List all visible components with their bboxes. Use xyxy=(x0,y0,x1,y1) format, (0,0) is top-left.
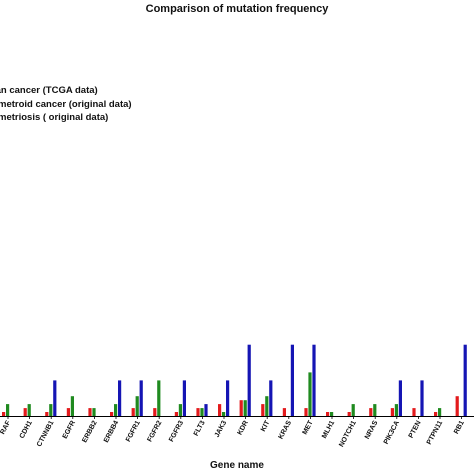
bar-fgfr3-series-2 xyxy=(178,404,182,416)
bar-erbb4-series-2 xyxy=(114,404,118,416)
bar-kit-series-1 xyxy=(261,404,265,416)
bar-kit-series-3 xyxy=(269,380,273,416)
bar-ctnnb1-series-2 xyxy=(49,404,53,416)
x-tick-label-ctnnb1: CTNNB1 xyxy=(36,420,56,448)
x-tick-label-rb1: RB1 xyxy=(453,420,466,436)
x-tick-label-fgfr3: FGFR3 xyxy=(168,420,185,444)
bar-jak3-series-2 xyxy=(222,412,226,416)
bar-erbb2-series-1 xyxy=(88,408,92,416)
bar-mlh1-series-2 xyxy=(330,412,334,416)
bar-mlh1-series-1 xyxy=(326,412,330,416)
x-axis-label: Gene name xyxy=(210,460,264,471)
x-tick-label-egfr: EGFR xyxy=(62,420,77,440)
x-tick-label-pten: PTEN xyxy=(408,420,423,440)
x-tick-label-braf: RAF xyxy=(0,419,13,436)
bar-braf-series-2 xyxy=(6,404,10,416)
x-tick-label-pik3ca: PIK3CA xyxy=(383,420,401,446)
bar-fgfr1-series-2 xyxy=(135,396,139,416)
chart-title: Comparison of mutation frequency xyxy=(145,3,329,15)
bar-pik3ca-series-1 xyxy=(390,408,394,416)
bar-notch1-series-2 xyxy=(351,404,355,416)
bar-nras-series-1 xyxy=(369,408,373,416)
x-tick-label-kit: KIT xyxy=(260,419,272,433)
bar-cdh1-series-1 xyxy=(23,408,27,416)
bar-jak3-series-1 xyxy=(218,404,222,416)
x-tick-label-nras: NRAS xyxy=(364,419,380,440)
bar-fgfr3-series-3 xyxy=(182,380,186,416)
bar-erbb4-series-3 xyxy=(118,380,122,416)
bar-kdr-series-3 xyxy=(247,344,251,416)
bar-kdr-series-1 xyxy=(239,400,243,416)
bar-notch1-series-1 xyxy=(347,412,351,416)
bar-pik3ca-series-3 xyxy=(398,380,402,416)
bar-braf-series-1 xyxy=(2,412,6,416)
x-tick-label-erbb4: ERBB4 xyxy=(103,420,120,444)
x-tick-label-kdr: KDR xyxy=(237,420,250,437)
bar-pten-series-3 xyxy=(420,380,424,416)
bar-kit-series-2 xyxy=(265,396,269,416)
bar-egfr-series-2 xyxy=(70,396,74,416)
legend: ian cancer (TCGA data) metroid cancer (o… xyxy=(0,84,132,125)
x-tick-label-cdh1: CDH1 xyxy=(19,420,34,440)
bar-kras-series-1 xyxy=(282,408,286,416)
bar-fgfr1-series-1 xyxy=(131,408,135,416)
x-tick-label-met: MET xyxy=(302,419,315,436)
legend-entry-endometriosis: metriosis ( original data) xyxy=(0,112,109,123)
bar-kdr-series-2 xyxy=(243,400,247,416)
x-tick-label-ptpn11: PTPN11 xyxy=(426,420,444,446)
x-tick-label-notch1: NOTCH1 xyxy=(338,420,358,449)
bar-jak3-series-3 xyxy=(226,380,230,416)
bar-ctnnb1-series-3 xyxy=(53,380,57,416)
bar-fgfr2-series-2 xyxy=(157,380,161,416)
bar-egfr-series-1 xyxy=(66,408,70,416)
bar-rb1-series-3 xyxy=(463,344,467,416)
bar-met-series-2 xyxy=(308,372,312,416)
bar-met-series-3 xyxy=(312,344,316,416)
bar-ptpn11-series-2 xyxy=(438,408,442,416)
bar-ptpn11-series-1 xyxy=(434,412,438,416)
x-tick-label-erbb2: ERBB2 xyxy=(81,420,98,444)
bar-met-series-1 xyxy=(304,408,308,416)
legend-entry-ovarian: ian cancer (TCGA data) xyxy=(0,85,98,96)
bar-pik3ca-series-2 xyxy=(394,404,398,416)
x-tick-label-flt3: FLT3 xyxy=(193,420,207,438)
bar-flt3-series-2 xyxy=(200,408,204,416)
bar-rb1-series-1 xyxy=(455,396,459,416)
bar-erbb4-series-1 xyxy=(110,412,114,416)
bar-flt3-series-3 xyxy=(204,404,208,416)
bar-kras-series-3 xyxy=(290,344,294,416)
bar-fgfr1-series-3 xyxy=(139,380,143,416)
bar-cdh1-series-2 xyxy=(27,404,31,416)
x-tick-label-fgfr2: FGFR2 xyxy=(147,420,164,444)
bar-ctnnb1-series-1 xyxy=(45,412,49,416)
x-tick-label-fgfr1: FGFR1 xyxy=(125,420,142,444)
legend-entry-endometroid: metroid cancer (original data) xyxy=(0,98,132,110)
bar-erbb2-series-2 xyxy=(92,408,96,416)
x-tick-label-kras: KRAS xyxy=(278,419,294,440)
bar-pten-series-1 xyxy=(412,408,416,416)
x-tick-label-mlh1: MLH1 xyxy=(321,420,336,440)
bar-fgfr2-series-1 xyxy=(153,408,157,416)
bar-fgfr3-series-1 xyxy=(174,412,178,416)
x-tick-label-jak3: JAK3 xyxy=(214,420,229,439)
bar-nras-series-2 xyxy=(373,404,377,416)
bar-flt3-series-1 xyxy=(196,408,200,416)
